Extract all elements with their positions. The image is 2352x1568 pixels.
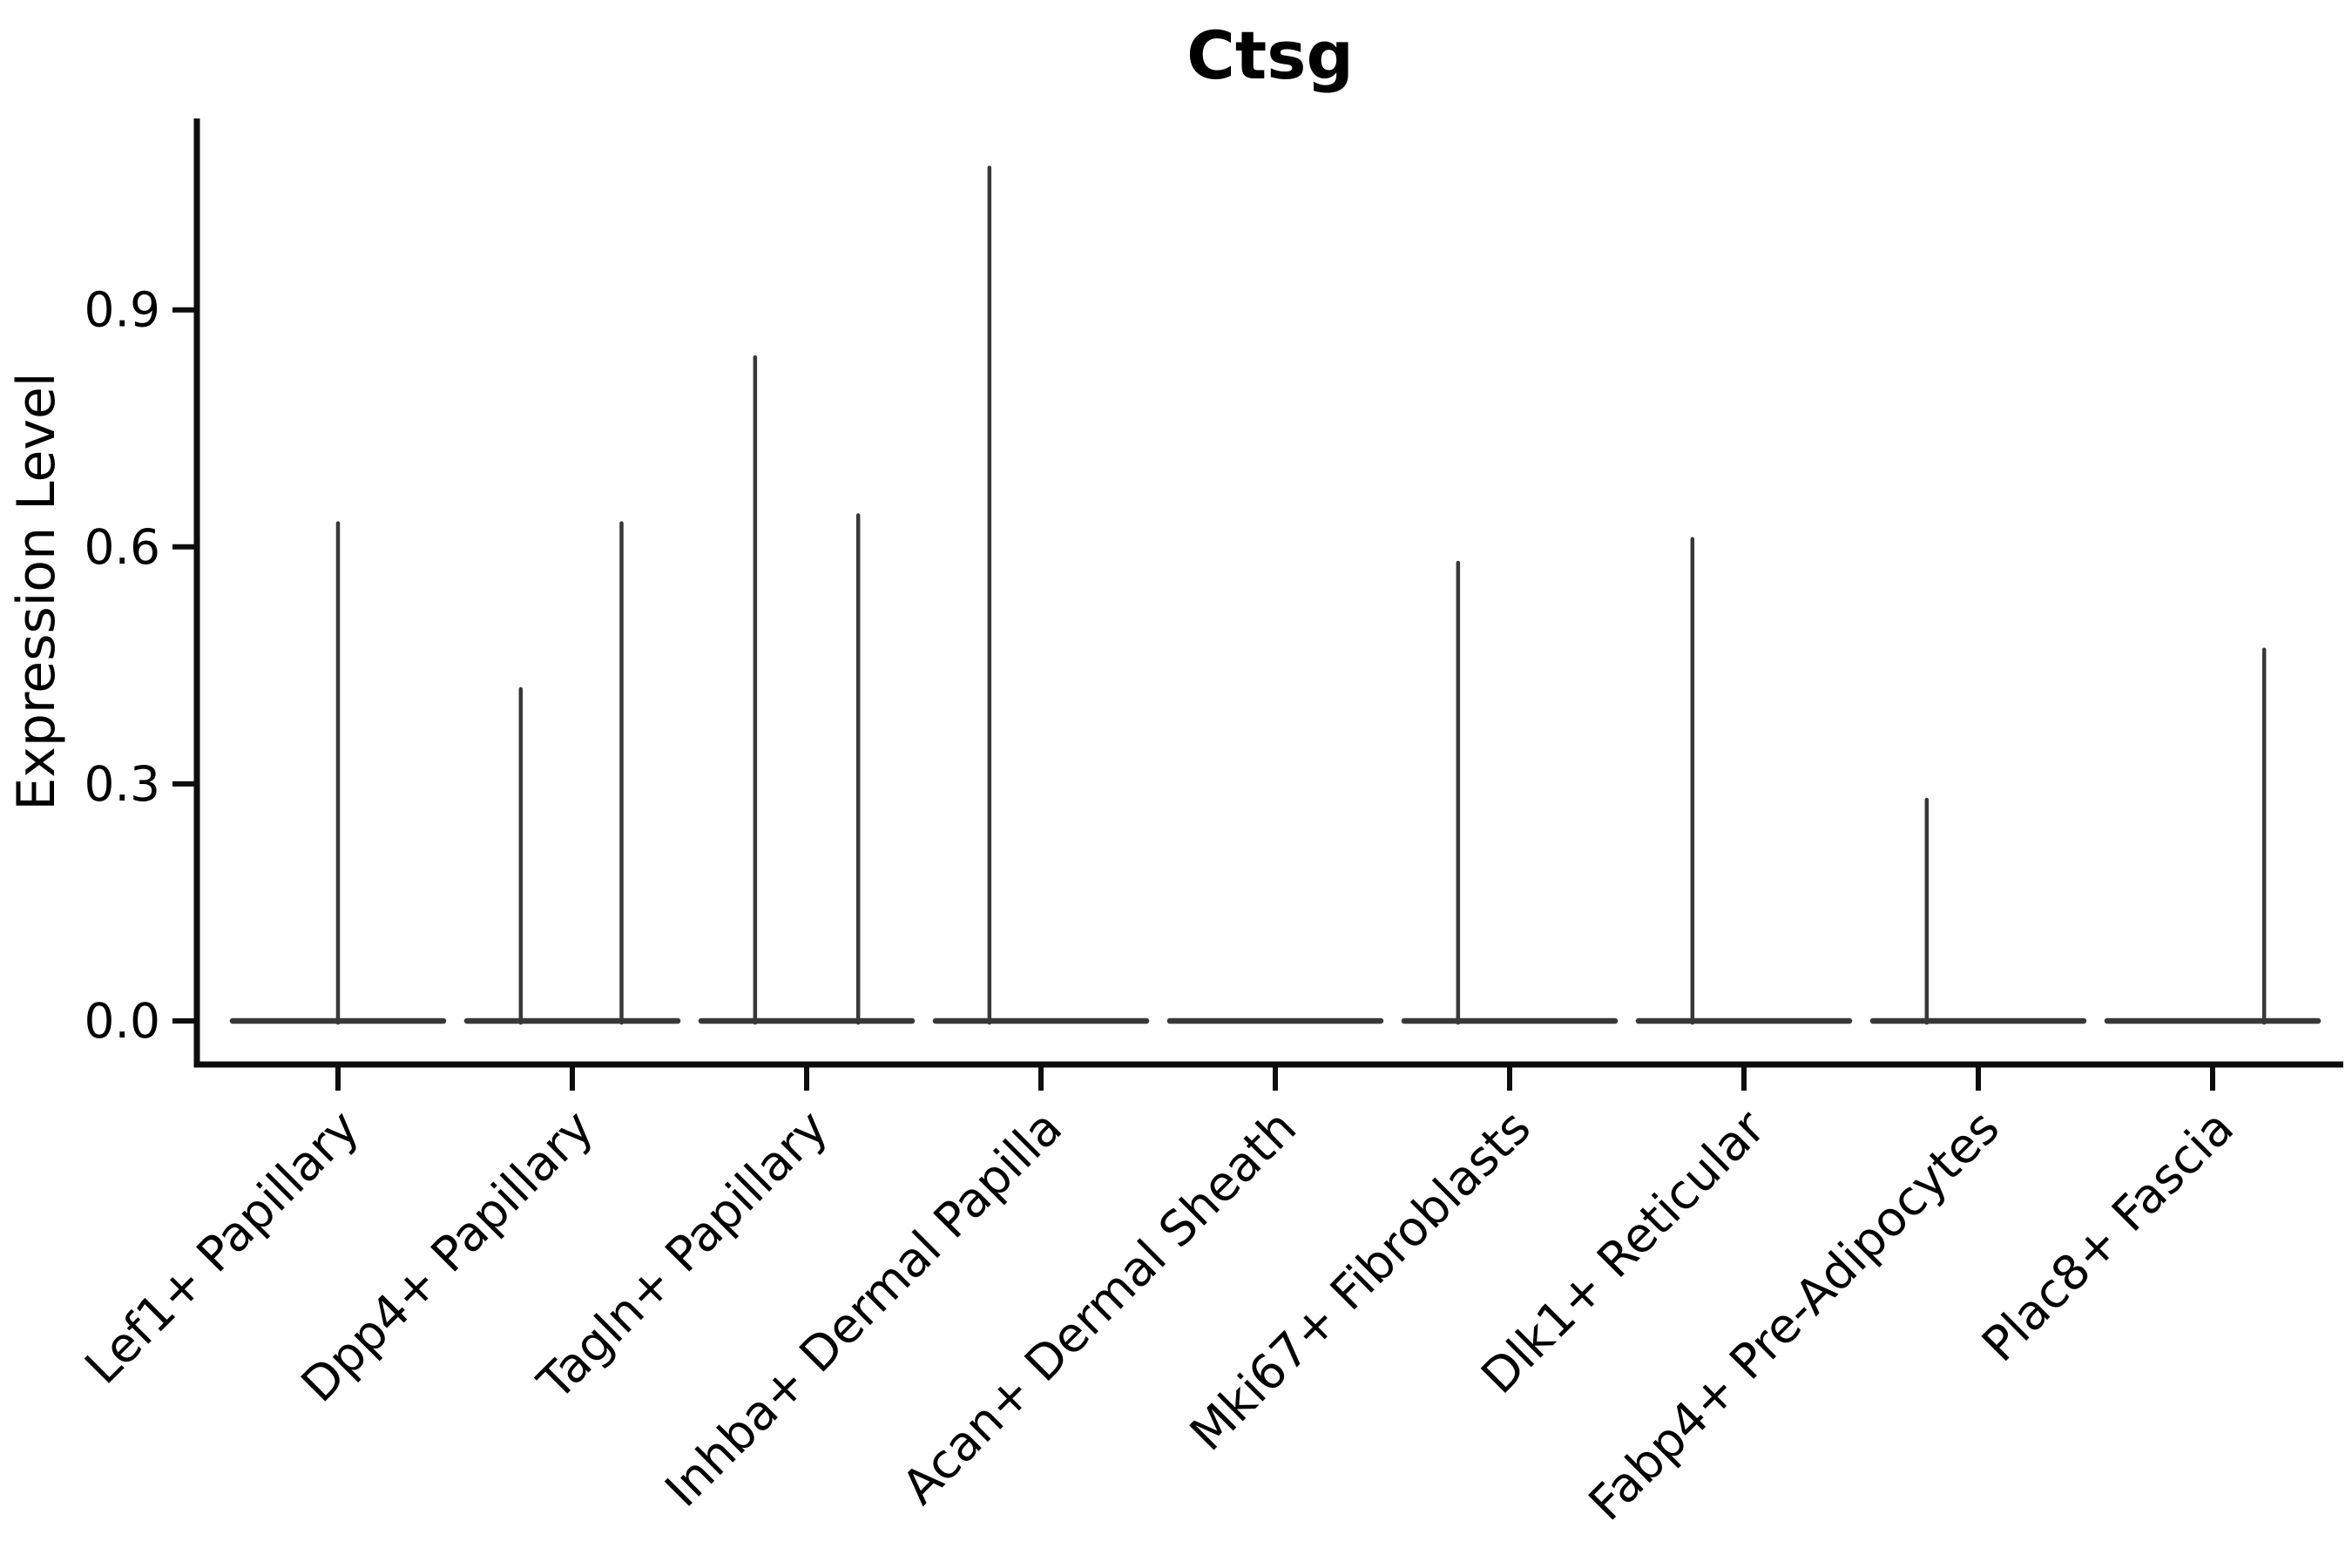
chart-title: Ctsg bbox=[1186, 17, 1354, 94]
y-axis-ticks bbox=[172, 307, 197, 1024]
y-tick-label: 0.6 bbox=[84, 519, 160, 575]
axis-spines bbox=[193, 118, 2343, 1068]
y-tick-label: 0.3 bbox=[84, 756, 160, 812]
violins bbox=[229, 166, 2322, 1025]
x-tick-label: Fabp4+ Pre-Adipocytes bbox=[1578, 1099, 2010, 1531]
x-tick-label: Inhba+ Dermal Papilla bbox=[654, 1099, 1072, 1517]
y-tick-label: 0.0 bbox=[84, 993, 160, 1049]
y-tick-labels: 0.0 0.3 0.6 0.9 bbox=[84, 282, 160, 1049]
x-tick-label: Acan+ Dermal Sheath bbox=[891, 1099, 1307, 1515]
x-tick-label: Plac8+ Fascia bbox=[1971, 1099, 2244, 1372]
y-tick-label: 0.9 bbox=[84, 282, 160, 338]
x-axis-ticks bbox=[335, 1064, 2215, 1091]
y-axis-label: Expression Level bbox=[6, 372, 67, 810]
